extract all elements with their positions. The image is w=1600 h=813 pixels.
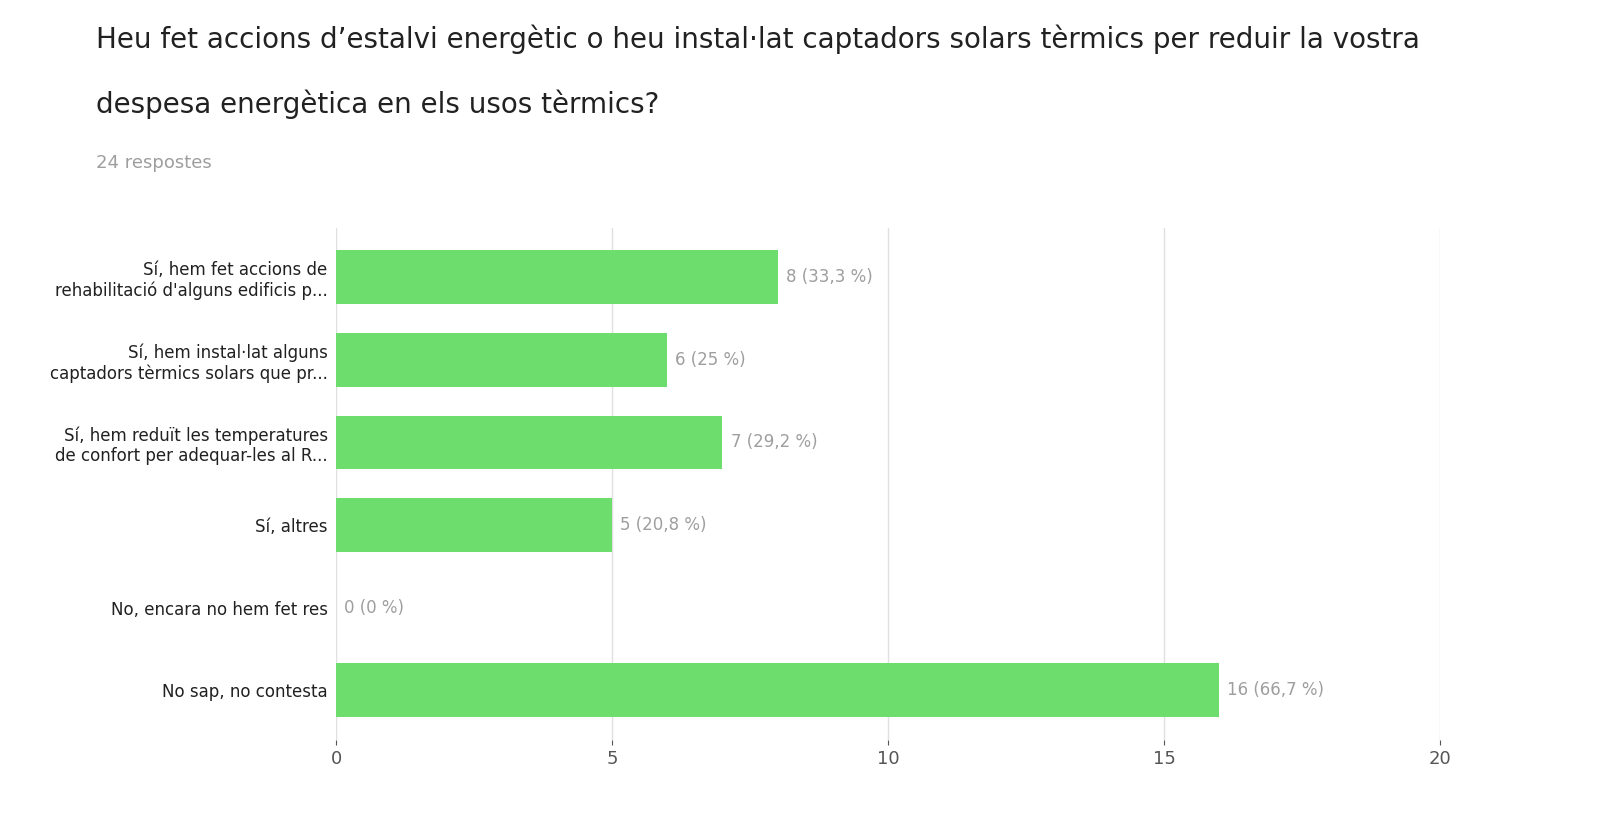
Bar (336, 663, 1219, 717)
Text: 16 (66,7 %): 16 (66,7 %) (1227, 681, 1325, 699)
Text: 8 (33,3 %): 8 (33,3 %) (786, 268, 872, 286)
Text: 0 (0 %): 0 (0 %) (344, 598, 405, 616)
Bar (336, 498, 611, 552)
Bar (336, 333, 667, 387)
Text: Heu fet accions d’estalvi energètic o heu instal·lat captadors solars tèrmics pe: Heu fet accions d’estalvi energètic o he… (96, 24, 1419, 54)
Bar (336, 250, 778, 304)
Text: 24 respostes: 24 respostes (96, 154, 211, 172)
Text: despesa energètica en els usos tèrmics?: despesa energètica en els usos tèrmics? (96, 89, 659, 119)
Text: 7 (29,2 %): 7 (29,2 %) (731, 433, 818, 451)
Text: 5 (20,8 %): 5 (20,8 %) (621, 516, 707, 534)
Text: 6 (25 %): 6 (25 %) (675, 351, 746, 369)
Bar (336, 415, 723, 469)
